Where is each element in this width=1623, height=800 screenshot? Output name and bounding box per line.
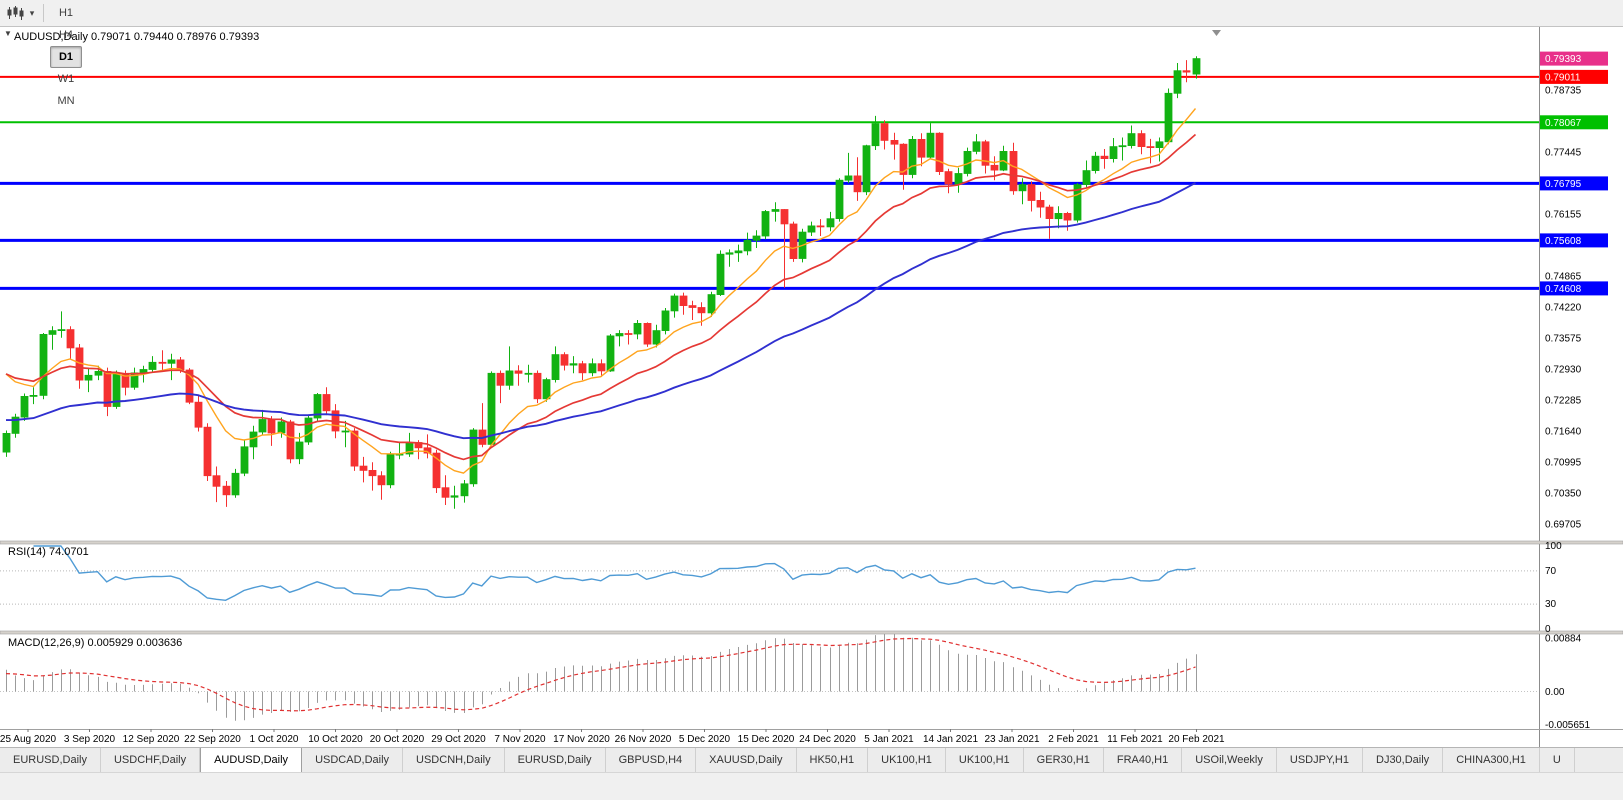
svg-text:1 Oct 2020: 1 Oct 2020 bbox=[250, 734, 299, 745]
panel-splitters[interactable] bbox=[0, 540, 1623, 730]
chart-tab-audusd-daily[interactable]: AUDUSD,Daily bbox=[200, 748, 303, 772]
price-tag: 0.79011 bbox=[1540, 69, 1608, 84]
svg-text:0.77445: 0.77445 bbox=[1545, 148, 1582, 159]
svg-text:26 Nov 2020: 26 Nov 2020 bbox=[615, 734, 672, 745]
svg-text:-0.005651: -0.005651 bbox=[1545, 720, 1590, 731]
svg-text:0.74865: 0.74865 bbox=[1545, 272, 1582, 283]
svg-text:0.72930: 0.72930 bbox=[1545, 365, 1582, 376]
svg-text:0.00: 0.00 bbox=[1545, 687, 1565, 698]
svg-text:2 Feb 2021: 2 Feb 2021 bbox=[1048, 734, 1099, 745]
price-tag: 0.76795 bbox=[1540, 176, 1608, 191]
chart-shift-marker[interactable] bbox=[1212, 30, 1221, 36]
chart-tab-usdchf-daily[interactable]: USDCHF,Daily bbox=[100, 748, 201, 772]
rsi-panel: 100 70 30 0 bbox=[0, 541, 1562, 635]
svg-text:3 Sep 2020: 3 Sep 2020 bbox=[64, 734, 116, 745]
chart-tab-xauusd-daily[interactable]: XAUUSD,Daily bbox=[696, 748, 797, 772]
candlestick-glyph bbox=[7, 6, 24, 20]
svg-text:0.78735: 0.78735 bbox=[1545, 86, 1582, 97]
svg-text:0.73575: 0.73575 bbox=[1545, 334, 1582, 345]
svg-text:12 Sep 2020: 12 Sep 2020 bbox=[123, 734, 180, 745]
svg-text:0.79393: 0.79393 bbox=[1545, 54, 1582, 65]
svg-text:0.74220: 0.74220 bbox=[1545, 303, 1582, 314]
chart-tab-u[interactable]: U bbox=[1539, 748, 1575, 772]
svg-text:5 Dec 2020: 5 Dec 2020 bbox=[679, 734, 731, 745]
svg-text:23 Jan 2021: 23 Jan 2021 bbox=[984, 734, 1039, 745]
svg-text:24 Dec 2020: 24 Dec 2020 bbox=[799, 734, 856, 745]
svg-text:0: 0 bbox=[1545, 624, 1551, 635]
current-price-tag: 0.79393 bbox=[1540, 51, 1608, 66]
toolbar-separator bbox=[43, 4, 44, 22]
svg-text:30: 30 bbox=[1545, 599, 1557, 610]
chart-tab-ger30-h1[interactable]: GER30,H1 bbox=[1023, 748, 1104, 772]
svg-text:22 Sep 2020: 22 Sep 2020 bbox=[184, 734, 241, 745]
one-click-trading-arrow-icon[interactable]: ▼ bbox=[4, 29, 12, 38]
svg-text:0.75608: 0.75608 bbox=[1545, 236, 1582, 247]
timeframe-buttons-group: M1M5M15M30H1H4D1W1MN bbox=[49, 0, 83, 112]
svg-text:70: 70 bbox=[1545, 566, 1557, 577]
svg-text:7 Nov 2020: 7 Nov 2020 bbox=[494, 734, 546, 745]
timeframe-toolbar: ▾ M1M5M15M30H1H4D1W1MN bbox=[0, 0, 1623, 107]
horizontal-level-lines[interactable] bbox=[0, 75, 1539, 290]
svg-text:0.78067: 0.78067 bbox=[1545, 118, 1582, 129]
rsi-indicator-label: RSI(14) 74.0701 bbox=[8, 546, 89, 558]
svg-text:25 Aug 2020: 25 Aug 2020 bbox=[0, 734, 57, 745]
macd-histogram bbox=[5, 634, 1197, 721]
time-axis: 25 Aug 2020 3 Sep 2020 12 Sep 2020 22 Sep 2… bbox=[0, 729, 1225, 745]
chart-tab-eurusd-daily[interactable]: EURUSD,Daily bbox=[504, 748, 606, 772]
price-tag: 0.74608 bbox=[1540, 281, 1608, 296]
moving-average-lines bbox=[5, 108, 1197, 474]
timeframe-button-h4[interactable]: H4 bbox=[58, 29, 74, 41]
chart-tab-usdjpy-h1[interactable]: USDJPY,H1 bbox=[1276, 748, 1363, 772]
chart-title: AUDUSD,Daily 0.79071 0.79440 0.78976 0.7… bbox=[14, 31, 260, 43]
chart-tab-usoil-weekly[interactable]: USOil,Weekly bbox=[1182, 748, 1277, 772]
svg-text:0.79011: 0.79011 bbox=[1545, 72, 1581, 83]
chart-tab-bar: EURUSD,Daily USDCHF,Daily AUDUSD,Daily USDC… bbox=[0, 747, 1623, 772]
price-tag: 0.78067 bbox=[1540, 115, 1608, 130]
rsi-line bbox=[33, 545, 1196, 602]
macd-indicator-label: MACD(12,26,9) 0.005929 0.003636 bbox=[8, 637, 183, 649]
svg-text:15 Dec 2020: 15 Dec 2020 bbox=[738, 734, 795, 745]
chart-tab-usdcnh-daily[interactable]: USDCNH,Daily bbox=[403, 748, 505, 772]
chart-tab-china300-h1[interactable]: CHINA300,H1 bbox=[1443, 748, 1540, 772]
price-tag: 0.75608 bbox=[1540, 233, 1608, 248]
chart-tab-uk100-h1[interactable]: UK100,H1 bbox=[945, 748, 1024, 772]
svg-text:0.72285: 0.72285 bbox=[1545, 396, 1582, 407]
chart-tab-hk50-h1[interactable]: HK50,H1 bbox=[796, 748, 869, 772]
svg-text:0.71640: 0.71640 bbox=[1545, 427, 1582, 438]
svg-text:29 Oct 2020: 29 Oct 2020 bbox=[431, 734, 486, 745]
svg-text:11 Feb 2021: 11 Feb 2021 bbox=[1107, 734, 1163, 745]
timeframe-button-w1[interactable]: W1 bbox=[57, 73, 75, 85]
timeframe-button-mn[interactable]: MN bbox=[57, 95, 75, 107]
svg-text:0.69705: 0.69705 bbox=[1545, 519, 1582, 530]
timeframe-button-h1[interactable]: H1 bbox=[58, 7, 74, 19]
chevron-down-icon[interactable]: ▾ bbox=[29, 7, 35, 18]
svg-text:0.74608: 0.74608 bbox=[1545, 284, 1582, 295]
svg-text:0.70350: 0.70350 bbox=[1545, 489, 1582, 500]
status-strip bbox=[0, 772, 1623, 800]
macd-signal-line bbox=[5, 637, 1196, 712]
candlestick-chart-icon[interactable] bbox=[4, 3, 26, 23]
svg-text:14 Jan 2021: 14 Jan 2021 bbox=[923, 734, 978, 745]
candlesticks bbox=[2, 56, 1201, 509]
price-axis: 0.78735 0.77445 0.76155 0.74865 0.74220 0.735… bbox=[1539, 27, 1608, 747]
svg-text:0.76155: 0.76155 bbox=[1545, 210, 1582, 221]
svg-text:17 Nov 2020: 17 Nov 2020 bbox=[553, 734, 610, 745]
chart-tab-fra40-h1[interactable]: FRA40,H1 bbox=[1103, 748, 1183, 772]
macd-panel: 0.00884 0.00 -0.005651 bbox=[0, 634, 1590, 731]
timeframe-button-d1[interactable]: D1 bbox=[50, 46, 82, 68]
svg-text:20 Feb 2021: 20 Feb 2021 bbox=[1168, 734, 1225, 745]
svg-text:20 Oct 2020: 20 Oct 2020 bbox=[370, 734, 425, 745]
svg-text:0.70995: 0.70995 bbox=[1545, 458, 1582, 469]
chart-tab-eurusd-daily[interactable]: EURUSD,Daily bbox=[0, 748, 101, 772]
chart-tab-gbpusd-h4[interactable]: GBPUSD,H4 bbox=[605, 748, 697, 772]
svg-text:0.76795: 0.76795 bbox=[1545, 179, 1582, 190]
svg-text:100: 100 bbox=[1545, 541, 1562, 552]
chart-tab-uk100-h1[interactable]: UK100,H1 bbox=[868, 748, 946, 772]
svg-text:5 Jan 2021: 5 Jan 2021 bbox=[864, 734, 914, 745]
svg-text:0.00884: 0.00884 bbox=[1545, 634, 1582, 645]
chart-tab-usdcad-daily[interactable]: USDCAD,Daily bbox=[302, 748, 404, 772]
svg-text:10 Oct 2020: 10 Oct 2020 bbox=[308, 734, 363, 745]
chart-tab-dj30-daily[interactable]: DJ30,Daily bbox=[1363, 748, 1444, 772]
